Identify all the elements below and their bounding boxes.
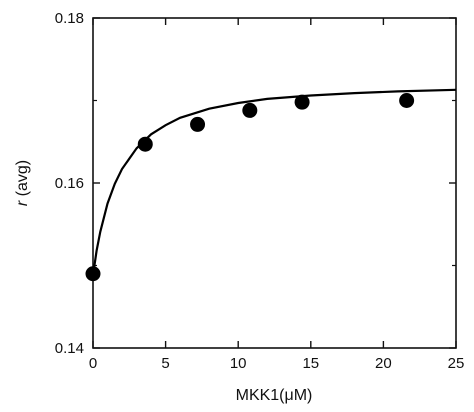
data-point	[294, 94, 310, 110]
y-tick-label: 0.16	[55, 175, 84, 192]
x-tick-label: 0	[89, 355, 97, 372]
data-point	[190, 116, 206, 132]
data-point	[137, 136, 153, 152]
y-axis-label-var: r	[14, 200, 31, 206]
y-tick-label: 0.14	[55, 340, 84, 357]
y-axis-label-rest: (avg)	[14, 160, 31, 201]
x-tick-label: 20	[375, 355, 392, 372]
x-tick-label: 25	[448, 355, 465, 372]
fit-curve	[91, 88, 457, 276]
tick-group: 0 5 10 15 20 25 0.14 0.16 0.18	[55, 10, 465, 372]
data-point	[399, 93, 415, 108]
y-axis-label: r (avg)	[14, 160, 31, 206]
data-point	[242, 102, 258, 118]
plot-frame	[92, 17, 457, 349]
x-tick-label: 5	[161, 355, 169, 372]
x-tick-label: 10	[230, 355, 247, 372]
data-points	[85, 93, 415, 282]
x-tick-label: 15	[302, 355, 319, 372]
x-axis-label: MKK1(μM)	[236, 387, 313, 404]
y-tick-label: 0.18	[55, 10, 84, 27]
data-point	[85, 266, 101, 282]
